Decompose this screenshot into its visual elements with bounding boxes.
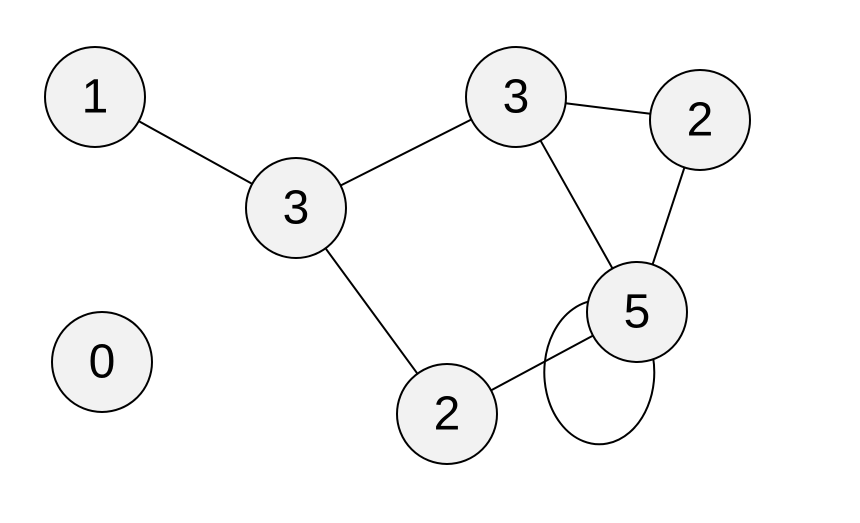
graph-node: 5 [587, 262, 687, 362]
nodes-layer: 1 0 3 3 2 5 2 [45, 47, 750, 464]
node-label: 2 [434, 388, 461, 441]
graph-node: 0 [52, 312, 152, 412]
graph-node: 3 [246, 158, 346, 258]
graph-node: 3 [466, 47, 566, 147]
edge [491, 336, 593, 391]
edge [341, 120, 472, 186]
node-label: 5 [624, 286, 651, 339]
graph-diagram: 1 0 3 3 2 5 2 [0, 0, 860, 523]
edge [566, 103, 651, 114]
node-label: 1 [82, 71, 109, 124]
graph-node: 2 [650, 70, 750, 170]
edge [653, 168, 685, 265]
graph-node: 2 [397, 364, 497, 464]
edge [541, 141, 613, 269]
node-label: 0 [89, 336, 116, 389]
node-label: 3 [503, 71, 530, 124]
node-label: 2 [687, 94, 714, 147]
node-label: 3 [283, 182, 310, 235]
edge [139, 121, 252, 184]
edge [326, 248, 418, 373]
graph-node: 1 [45, 47, 145, 147]
